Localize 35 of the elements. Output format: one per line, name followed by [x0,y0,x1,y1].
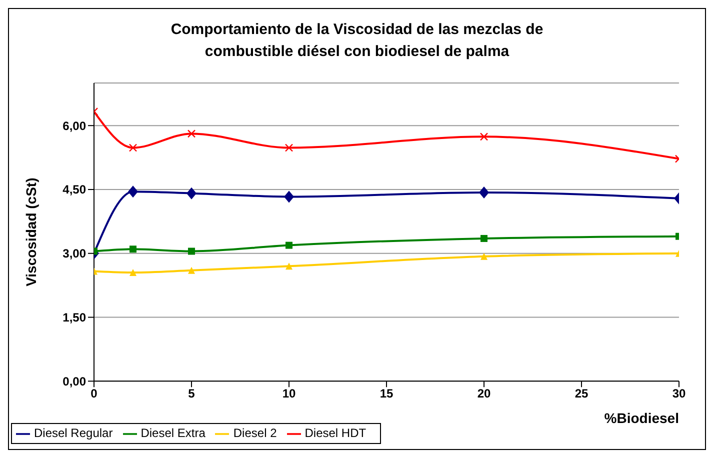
point [188,248,195,255]
x-tick-label: 20 [477,386,491,401]
point [284,190,294,203]
y-tick-label: 1,50 [62,310,86,325]
point [284,144,294,152]
point [480,252,488,260]
point [130,269,136,276]
point [286,262,292,270]
legend-label: Diesel HDT [304,426,366,440]
point [128,186,138,198]
point [130,246,136,253]
y-tick-label: 0,00 [62,374,86,388]
x-tick-label: 0 [90,386,98,401]
y-tick-label: 6,00 [62,118,86,133]
point [480,234,488,242]
x-tick-label: 5 [188,386,196,401]
point [480,132,488,141]
y-axis-title: Viscosidad (cSt) [22,178,39,286]
legend-label: Diesel Extra [140,426,206,440]
point [187,130,196,138]
point [186,187,196,200]
legend-label: Diesel 2 [233,426,277,440]
point [188,266,195,274]
x-axis-title: %Biodiesel [604,410,679,426]
legend-label: Diesel Regular [34,426,113,440]
x-tick-label: 30 [672,386,686,401]
x-tick-label: 15 [380,386,394,401]
chart-title: Comportamiento de la Viscosidad de las mezclas de combustible diésel con biodiesel de palma [170,20,544,62]
y-tick-label: 4,50 [62,182,86,197]
point [286,242,292,249]
x-tick-label: 10 [282,386,296,401]
point [128,144,138,152]
point [479,186,489,198]
x-tick-label: 25 [574,386,588,401]
y-tick-label: 3,00 [62,246,86,261]
